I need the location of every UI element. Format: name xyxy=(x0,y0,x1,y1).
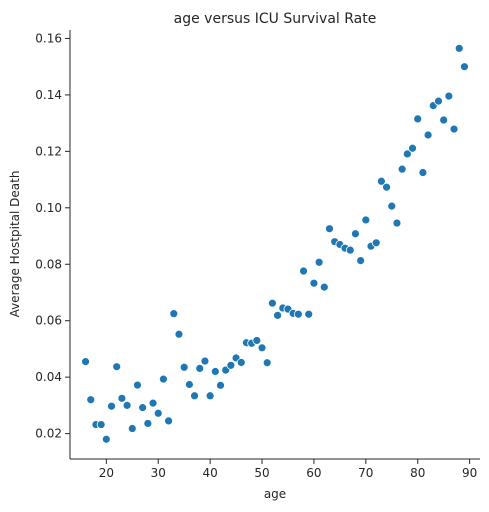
data-point xyxy=(361,215,371,225)
data-point xyxy=(174,329,184,339)
data-point xyxy=(190,391,199,401)
data-point xyxy=(122,400,132,410)
data-point xyxy=(402,149,412,159)
x-tick-label: 90 xyxy=(462,466,477,480)
x-tick-label: 50 xyxy=(254,466,269,480)
data-point xyxy=(460,62,469,72)
y-tick-label: 0.10 xyxy=(35,201,62,215)
data-point xyxy=(101,434,111,444)
data-point xyxy=(345,245,355,255)
data-point xyxy=(195,364,205,373)
data-point xyxy=(273,310,282,320)
data-point xyxy=(226,360,236,370)
data-point xyxy=(408,143,417,153)
data-point xyxy=(423,130,433,140)
data-point xyxy=(314,257,324,267)
data-point xyxy=(159,374,168,384)
data-point xyxy=(376,176,386,186)
data-point xyxy=(96,420,106,429)
data-point xyxy=(392,218,402,228)
data-point xyxy=(210,367,220,376)
data-point xyxy=(304,309,314,319)
data-point xyxy=(382,182,391,192)
x-axis-ticks: 20 30 40 50 60 70 80 90 xyxy=(99,459,477,480)
y-tick-label: 0.02 xyxy=(35,427,62,441)
y-tick-label: 0.06 xyxy=(35,314,62,328)
data-point xyxy=(127,424,137,433)
y-axis-label: Average Hostpital Death xyxy=(8,171,22,318)
data-point xyxy=(179,362,189,372)
data-point xyxy=(413,114,423,124)
y-tick-label: 0.12 xyxy=(35,144,62,158)
data-point xyxy=(293,309,303,319)
data-point xyxy=(262,358,272,368)
x-tick-label: 80 xyxy=(410,466,425,480)
data-point xyxy=(268,298,277,308)
x-tick-label: 30 xyxy=(151,466,166,480)
data-point xyxy=(439,115,449,125)
data-point xyxy=(387,201,397,211)
data-point xyxy=(418,168,428,177)
data-point xyxy=(454,43,464,53)
data-point xyxy=(351,229,360,239)
x-tick-label: 20 xyxy=(99,466,114,480)
x-tick-label: 60 xyxy=(306,466,321,480)
data-point xyxy=(252,336,262,345)
x-tick-label: 40 xyxy=(202,466,217,480)
data-points xyxy=(81,43,469,444)
data-point xyxy=(86,395,96,405)
data-point xyxy=(205,391,215,401)
data-point xyxy=(169,309,179,319)
data-point xyxy=(184,380,194,389)
x-tick-label: 70 xyxy=(358,466,373,480)
data-point xyxy=(138,403,148,413)
y-tick-label: 0.04 xyxy=(35,370,62,384)
data-point xyxy=(319,282,329,292)
y-tick-label: 0.16 xyxy=(35,31,62,45)
data-point xyxy=(81,357,90,367)
data-point xyxy=(133,380,142,390)
data-point xyxy=(153,408,163,418)
data-point xyxy=(356,256,366,265)
data-point xyxy=(164,416,174,426)
data-point xyxy=(299,266,308,276)
y-tick-label: 0.14 xyxy=(35,88,62,102)
data-point xyxy=(434,96,443,106)
data-point xyxy=(444,91,454,101)
x-axis-label: age xyxy=(264,487,286,501)
chart-title: age versus ICU Survival Rate xyxy=(174,11,377,27)
data-point xyxy=(107,401,116,411)
data-point xyxy=(143,419,153,428)
data-point xyxy=(236,358,246,367)
data-point xyxy=(371,238,381,248)
data-point xyxy=(257,343,267,353)
data-point xyxy=(200,356,210,366)
data-point xyxy=(449,124,459,134)
data-point xyxy=(397,164,407,174)
data-point xyxy=(112,362,122,372)
data-point xyxy=(216,380,225,390)
data-point xyxy=(117,393,127,403)
data-point xyxy=(148,398,158,408)
y-tick-label: 0.08 xyxy=(35,257,62,271)
y-axis-ticks: 0.02 0.04 0.06 0.08 0.10 0.12 0.14 0.16 xyxy=(35,31,70,441)
data-point xyxy=(309,278,319,288)
data-point xyxy=(325,224,334,234)
